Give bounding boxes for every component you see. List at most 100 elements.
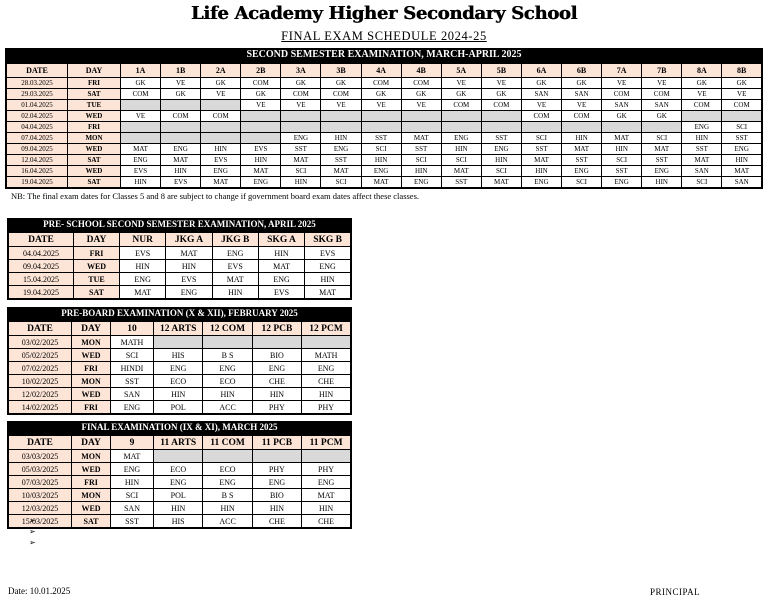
subject-cell: COM bbox=[360, 77, 402, 89]
subject-cell: COM bbox=[601, 88, 643, 100]
empty-cell bbox=[601, 121, 643, 133]
preboard-title-bar: PRE-BOARD EXAMINATION (X & XII), FEBRUAR… bbox=[7, 307, 352, 320]
subject-cell: VE bbox=[440, 77, 482, 89]
empty-cell bbox=[320, 110, 362, 122]
empty-cell bbox=[641, 121, 683, 133]
column-header: 11 ARTS bbox=[152, 434, 204, 450]
subject-cell: HIN bbox=[304, 272, 352, 286]
subject-cell: ECO bbox=[202, 374, 253, 388]
date-cell: 07/03/2025 bbox=[7, 475, 72, 489]
subject-cell: VE bbox=[400, 99, 442, 111]
subject-cell: HIN bbox=[211, 285, 259, 300]
day-cell: TUE bbox=[67, 99, 121, 111]
subject-cell: MAT bbox=[601, 132, 643, 144]
table-row: 28.03.2025 FRI GK VE GK COM GK GK COM COM VE VE GK GK… bbox=[5, 77, 763, 89]
column-header: 4B bbox=[400, 62, 442, 78]
subject-cell: HIN bbox=[480, 154, 522, 166]
subject-cell: B S bbox=[202, 348, 253, 362]
day-cell: WED bbox=[67, 165, 121, 177]
column-header: DAY bbox=[71, 320, 111, 336]
column-header: 11 COM bbox=[202, 434, 253, 450]
column-header: 9 bbox=[110, 434, 154, 450]
subject-cell: MAT bbox=[480, 176, 522, 189]
column-header: 1B bbox=[160, 62, 202, 78]
day-cell: TUE bbox=[73, 272, 120, 286]
day-cell: MON bbox=[71, 449, 111, 463]
bullet-arrow-icon: ➢ bbox=[29, 527, 36, 536]
subject-cell: SAN bbox=[110, 501, 154, 515]
subject-cell: ENG bbox=[152, 361, 204, 375]
day-cell: SAT bbox=[67, 88, 121, 100]
subject-cell: SCI bbox=[110, 488, 154, 502]
preboard-table: DATE DAY 10 12 ARTS 12 COM 12 PCB 12 PCM 03/02/… bbox=[7, 320, 352, 415]
subject-cell: COM bbox=[561, 110, 603, 122]
empty-cell bbox=[160, 121, 202, 133]
table-row: 19.04.2025 SAT MAT ENG HIN EVS MAT bbox=[7, 285, 352, 300]
preboard-section: PRE-BOARD EXAMINATION (X & XII), FEBRUAR… bbox=[7, 307, 352, 415]
day-cell: FRI bbox=[71, 400, 111, 415]
date-cell: 09.04.2025 bbox=[7, 259, 74, 273]
day-cell: WED bbox=[71, 462, 111, 476]
column-header: 6A bbox=[520, 62, 563, 78]
empty-cell bbox=[480, 110, 522, 122]
subject-cell: HIN bbox=[360, 154, 402, 166]
table-row: 04.04.2025 FRI EVS MAT ENG HIN EVS bbox=[7, 246, 352, 260]
empty-cell bbox=[152, 335, 204, 349]
subject-cell: SCI bbox=[721, 121, 763, 133]
subject-cell: COM bbox=[240, 77, 282, 89]
subject-cell: EVS bbox=[257, 285, 306, 300]
empty-cell bbox=[119, 99, 162, 111]
day-cell: WED bbox=[67, 143, 121, 155]
subject-cell: HIS bbox=[152, 514, 204, 529]
subject-cell: COM bbox=[400, 77, 442, 89]
subject-cell: ACC bbox=[202, 514, 253, 529]
subject-cell: MAT bbox=[641, 143, 683, 155]
empty-cell bbox=[200, 121, 242, 133]
column-header: 3B bbox=[320, 62, 362, 78]
empty-cell bbox=[202, 335, 253, 349]
subject-cell: SST bbox=[601, 165, 643, 177]
subject-cell: MAT bbox=[240, 165, 282, 177]
subject-cell: ENG bbox=[200, 165, 242, 177]
subject-cell: HIN bbox=[301, 387, 352, 401]
empty-cell bbox=[200, 99, 242, 111]
column-header: 12 COM bbox=[202, 320, 253, 336]
date-cell: 12.04.2025 bbox=[5, 154, 68, 166]
principal-signature-label: PRINCIPAL bbox=[650, 587, 701, 597]
subject-cell: MAT bbox=[520, 154, 563, 166]
empty-cell bbox=[202, 449, 253, 463]
column-header: JKG B bbox=[211, 231, 259, 247]
subject-cell: VE bbox=[480, 77, 522, 89]
subject-cell: ENG bbox=[440, 132, 482, 144]
column-header: DATE bbox=[7, 231, 74, 247]
day-cell: FRI bbox=[73, 246, 120, 260]
final-ix-xi-table: DATE DAY 9 11 ARTS 11 COM 11 PCB 11 PCM 03/03/2… bbox=[7, 434, 352, 529]
second-semester-table: DATE DAY 1A 1B 2A 2B 3A 3B 4A 4B 5A 5B 6A 6B 7A 7B 8A 8B 2… bbox=[5, 62, 763, 189]
subject-cell: MAT bbox=[211, 272, 259, 286]
subject-cell: GK bbox=[280, 77, 322, 89]
subject-cell: EVS bbox=[118, 246, 167, 260]
table-row: 03/03/2025 MON MAT bbox=[7, 449, 352, 463]
subject-cell: HIN bbox=[601, 143, 643, 155]
subject-cell: SCI bbox=[360, 143, 402, 155]
empty-cell bbox=[240, 110, 282, 122]
subject-cell: MAT bbox=[160, 154, 202, 166]
subject-cell: SAN bbox=[641, 99, 683, 111]
date-cell: 03/02/2025 bbox=[7, 335, 72, 349]
empty-cell bbox=[119, 121, 162, 133]
subject-cell: COM bbox=[320, 88, 362, 100]
table-row: 16.04.2025 WED EVS HIN ENG MAT SCI MAT ENG HIN MAT… bbox=[5, 165, 763, 177]
subject-cell: EVS bbox=[200, 154, 242, 166]
subject-cell: VE bbox=[561, 99, 603, 111]
subject-cell: SCI bbox=[561, 176, 603, 189]
subject-cell: SAN bbox=[110, 387, 154, 401]
subject-cell: POL bbox=[152, 400, 204, 415]
subject-cell: ENG bbox=[301, 475, 352, 489]
subject-cell: HIN bbox=[202, 501, 253, 515]
date-cell: 05/03/2025 bbox=[7, 462, 72, 476]
table-row: 05/03/2025 WED ENG ECO ECO PHY PHY bbox=[7, 462, 352, 476]
table-row: 02.04.2025 WED VE COM COM COM COM GK GK bbox=[5, 110, 763, 122]
subject-cell: VE bbox=[320, 99, 362, 111]
subject-cell: GK bbox=[360, 88, 402, 100]
preschool-section: PRE- SCHOOL SECOND SEMESTER EXAMINATION,… bbox=[7, 218, 352, 300]
